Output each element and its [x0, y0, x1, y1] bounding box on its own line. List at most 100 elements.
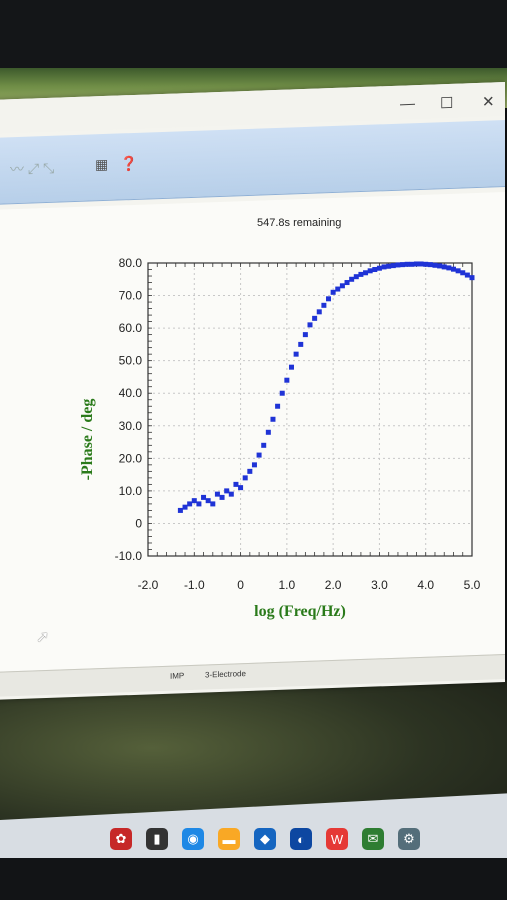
- data-point: [288, 364, 294, 370]
- settings-icon[interactable]: ⚙: [398, 828, 420, 850]
- data-point: [413, 261, 419, 267]
- data-point: [214, 491, 220, 497]
- data-point: [390, 263, 396, 269]
- y-tick-label: 20.0: [119, 451, 143, 465]
- x-tick-label: 2.0: [325, 578, 342, 592]
- browser-icon[interactable]: ◉: [182, 828, 204, 850]
- data-point: [177, 507, 183, 513]
- data-point: [284, 377, 290, 383]
- data-point: [423, 261, 429, 267]
- mouse-cursor-icon: ➚: [36, 629, 50, 646]
- data-point: [265, 429, 271, 435]
- data-point: [339, 283, 345, 289]
- browser2-icon[interactable]: ◐: [290, 828, 312, 850]
- data-point: [418, 261, 424, 267]
- data-point: [275, 403, 281, 409]
- data-point: [307, 322, 313, 328]
- data-point: [242, 475, 248, 481]
- data-point: [372, 267, 378, 273]
- x-tick-label: 4.0: [417, 578, 434, 592]
- y-axis-title: -Phase / deg: [79, 399, 96, 481]
- data-point: [344, 280, 350, 286]
- data-point: [233, 481, 239, 487]
- data-point: [376, 265, 382, 271]
- time-remaining: 547.8s remaining: [257, 217, 342, 229]
- data-point: [219, 494, 225, 500]
- data-point: [446, 265, 452, 271]
- data-point: [321, 302, 327, 308]
- data-point: [349, 276, 355, 282]
- data-point: [210, 501, 216, 507]
- data-point: [196, 501, 202, 507]
- folder-icon[interactable]: ▬: [218, 828, 240, 850]
- data-point: [330, 289, 336, 295]
- data-point: [441, 264, 447, 270]
- data-point: [256, 452, 262, 458]
- data-point: [187, 501, 193, 507]
- data-point: [381, 264, 387, 270]
- data-point: [386, 263, 392, 269]
- x-tick-label: 5.0: [464, 578, 481, 592]
- data-point: [191, 498, 197, 504]
- y-tick-label: 10.0: [119, 484, 143, 498]
- data-point: [432, 262, 438, 268]
- data-point: [460, 270, 466, 276]
- monitor-bottom-bezel: [0, 858, 507, 900]
- wps-icon[interactable]: W: [326, 828, 348, 850]
- data-point: [469, 275, 475, 281]
- x-tick-label: -2.0: [138, 578, 159, 592]
- y-tick-label: 70.0: [119, 289, 143, 303]
- data-point: [224, 488, 230, 494]
- data-point: [182, 504, 188, 510]
- data-point: [261, 442, 267, 448]
- y-tick-label: -10.0: [115, 549, 143, 563]
- mail-icon[interactable]: ✉: [362, 828, 384, 850]
- y-tick-label: 0: [135, 516, 142, 530]
- data-point: [205, 498, 211, 504]
- data-point: [404, 261, 410, 267]
- data-point: [395, 262, 401, 268]
- data-point: [247, 468, 253, 474]
- taskbar-icons: ✿ ▮ ◉ ▬ ◆ ◐ W ✉ ⚙: [110, 828, 420, 850]
- data-point: [367, 268, 373, 274]
- data-point: [316, 309, 322, 315]
- data-point: [228, 491, 234, 497]
- data-point: [363, 270, 369, 276]
- data-point: [270, 416, 276, 422]
- data-point: [238, 485, 244, 491]
- x-axis-title: log (Freq/Hz): [254, 603, 346, 620]
- data-point: [455, 268, 461, 274]
- plot-frame: [147, 262, 473, 557]
- data-point: [279, 390, 285, 396]
- data-point: [302, 332, 308, 338]
- data-point: [335, 286, 341, 292]
- y-tick-label: 50.0: [119, 354, 143, 368]
- monitor-bezel: [0, 0, 507, 70]
- data-point: [293, 351, 299, 357]
- data-point: [353, 274, 359, 280]
- network-icon[interactable]: ◆: [254, 828, 276, 850]
- data-point: [358, 271, 364, 277]
- y-tick-label: 80.0: [119, 256, 143, 270]
- x-tick-label: 0: [237, 578, 244, 592]
- data-point: [298, 341, 304, 347]
- data-point: [251, 462, 257, 468]
- data-point: [409, 261, 415, 267]
- app-icon[interactable]: ✿: [110, 828, 132, 850]
- data-point: [464, 272, 470, 278]
- x-tick-label: -1.0: [184, 578, 205, 592]
- data-point: [427, 262, 433, 268]
- x-tick-label: 1.0: [279, 578, 296, 592]
- data-point: [400, 262, 406, 268]
- file-icon[interactable]: ▮: [146, 828, 168, 850]
- y-tick-label: 30.0: [119, 419, 143, 433]
- data-point: [201, 494, 207, 500]
- data-point: [437, 263, 443, 269]
- data-point: [312, 315, 318, 321]
- data-point: [326, 296, 332, 302]
- x-tick-label: 3.0: [371, 578, 388, 592]
- y-tick-label: 40.0: [119, 386, 143, 400]
- data-point: [450, 266, 456, 272]
- y-tick-label: 60.0: [119, 321, 143, 335]
